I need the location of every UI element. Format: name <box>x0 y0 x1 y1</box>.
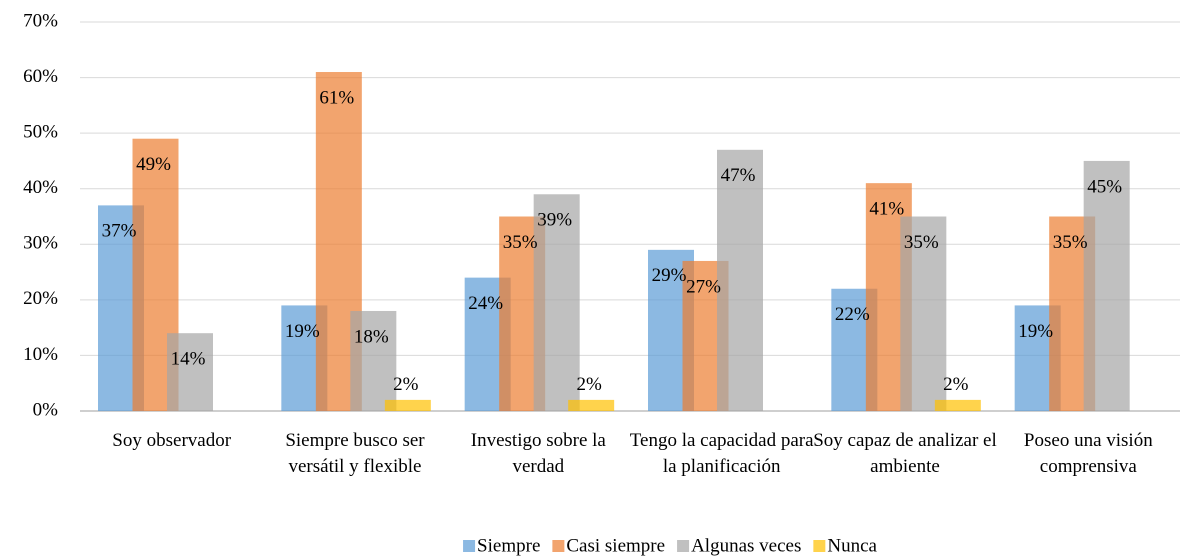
x-tick-label: Soy capaz de analizar el ambiente <box>813 430 997 477</box>
bar <box>1083 160 1130 411</box>
data-label: 35% <box>503 232 538 253</box>
bar <box>384 399 431 411</box>
data-label: 2% <box>393 374 419 395</box>
legend-swatch <box>677 540 690 552</box>
legend-swatch <box>552 540 565 552</box>
legend-label: Algunas veces <box>691 535 801 556</box>
data-label: 19% <box>285 321 320 342</box>
bar <box>934 399 981 411</box>
legend-swatch <box>813 540 826 552</box>
bar <box>568 399 615 411</box>
legend: Siempre Casi siempre Algunas veces Nunca <box>463 535 878 556</box>
y-tick-label: 60% <box>23 66 58 87</box>
data-label: 18% <box>354 326 389 347</box>
data-label: 2% <box>577 374 603 395</box>
x-tick-label: Siempre busco ser versátil y flexible <box>285 430 425 477</box>
bar <box>350 310 397 411</box>
data-label: 29% <box>652 265 687 286</box>
x-tick-label: Tengo la capacidad para la planificación <box>629 430 814 477</box>
data-label: 45% <box>1087 176 1122 197</box>
data-label: 35% <box>1053 232 1088 253</box>
data-label: 19% <box>1018 321 1053 342</box>
y-tick-label: 50% <box>23 122 58 143</box>
legend-swatch <box>463 540 476 552</box>
data-label: 14% <box>171 349 206 370</box>
legend-label: Casi siempre <box>566 535 665 556</box>
y-tick-label: 20% <box>23 288 58 309</box>
x-tick-label: Investigo sobre la verdad <box>470 430 606 477</box>
data-label: 27% <box>686 276 721 297</box>
bar <box>167 333 213 411</box>
legend-label: Nunca <box>827 535 877 556</box>
data-label: 37% <box>102 221 137 242</box>
x-tick-label: Poseo una visión comprensiva <box>1023 430 1153 477</box>
bar <box>900 216 947 411</box>
y-tick-label: 10% <box>23 344 58 365</box>
data-label: 41% <box>869 199 904 220</box>
data-label: 22% <box>835 304 870 325</box>
bar <box>717 149 763 412</box>
y-tick-label: 0% <box>33 399 59 420</box>
x-tick-label: Soy observador <box>112 430 232 451</box>
data-label: 49% <box>136 154 171 175</box>
data-label: 47% <box>721 165 756 186</box>
legend-label: Siempre <box>477 535 540 556</box>
data-label: 61% <box>319 87 354 108</box>
data-label: 24% <box>468 293 503 314</box>
y-tick-label: 30% <box>23 233 58 254</box>
bar <box>533 194 580 411</box>
y-tick-label: 40% <box>23 177 58 198</box>
y-tick-label: 70% <box>23 10 58 31</box>
data-label: 2% <box>943 374 969 395</box>
data-label: 39% <box>537 210 572 231</box>
data-label: 35% <box>904 232 939 253</box>
